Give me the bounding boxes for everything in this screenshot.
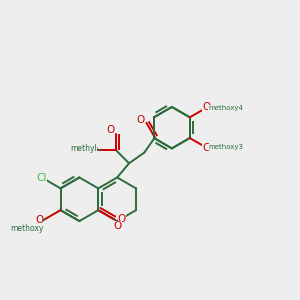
Text: Cl: Cl <box>37 173 47 183</box>
Text: O: O <box>114 221 122 231</box>
Text: O: O <box>106 125 115 135</box>
Text: O: O <box>118 214 126 224</box>
Text: O: O <box>35 215 43 225</box>
Text: O: O <box>202 102 211 112</box>
Text: methoxy4: methoxy4 <box>208 105 243 111</box>
Text: O: O <box>137 115 145 125</box>
Text: O: O <box>202 143 211 154</box>
Text: methoxy: methoxy <box>11 224 44 233</box>
Text: methoxy3: methoxy3 <box>208 144 243 150</box>
Text: O: O <box>89 145 97 155</box>
Text: methyl: methyl <box>70 145 97 154</box>
